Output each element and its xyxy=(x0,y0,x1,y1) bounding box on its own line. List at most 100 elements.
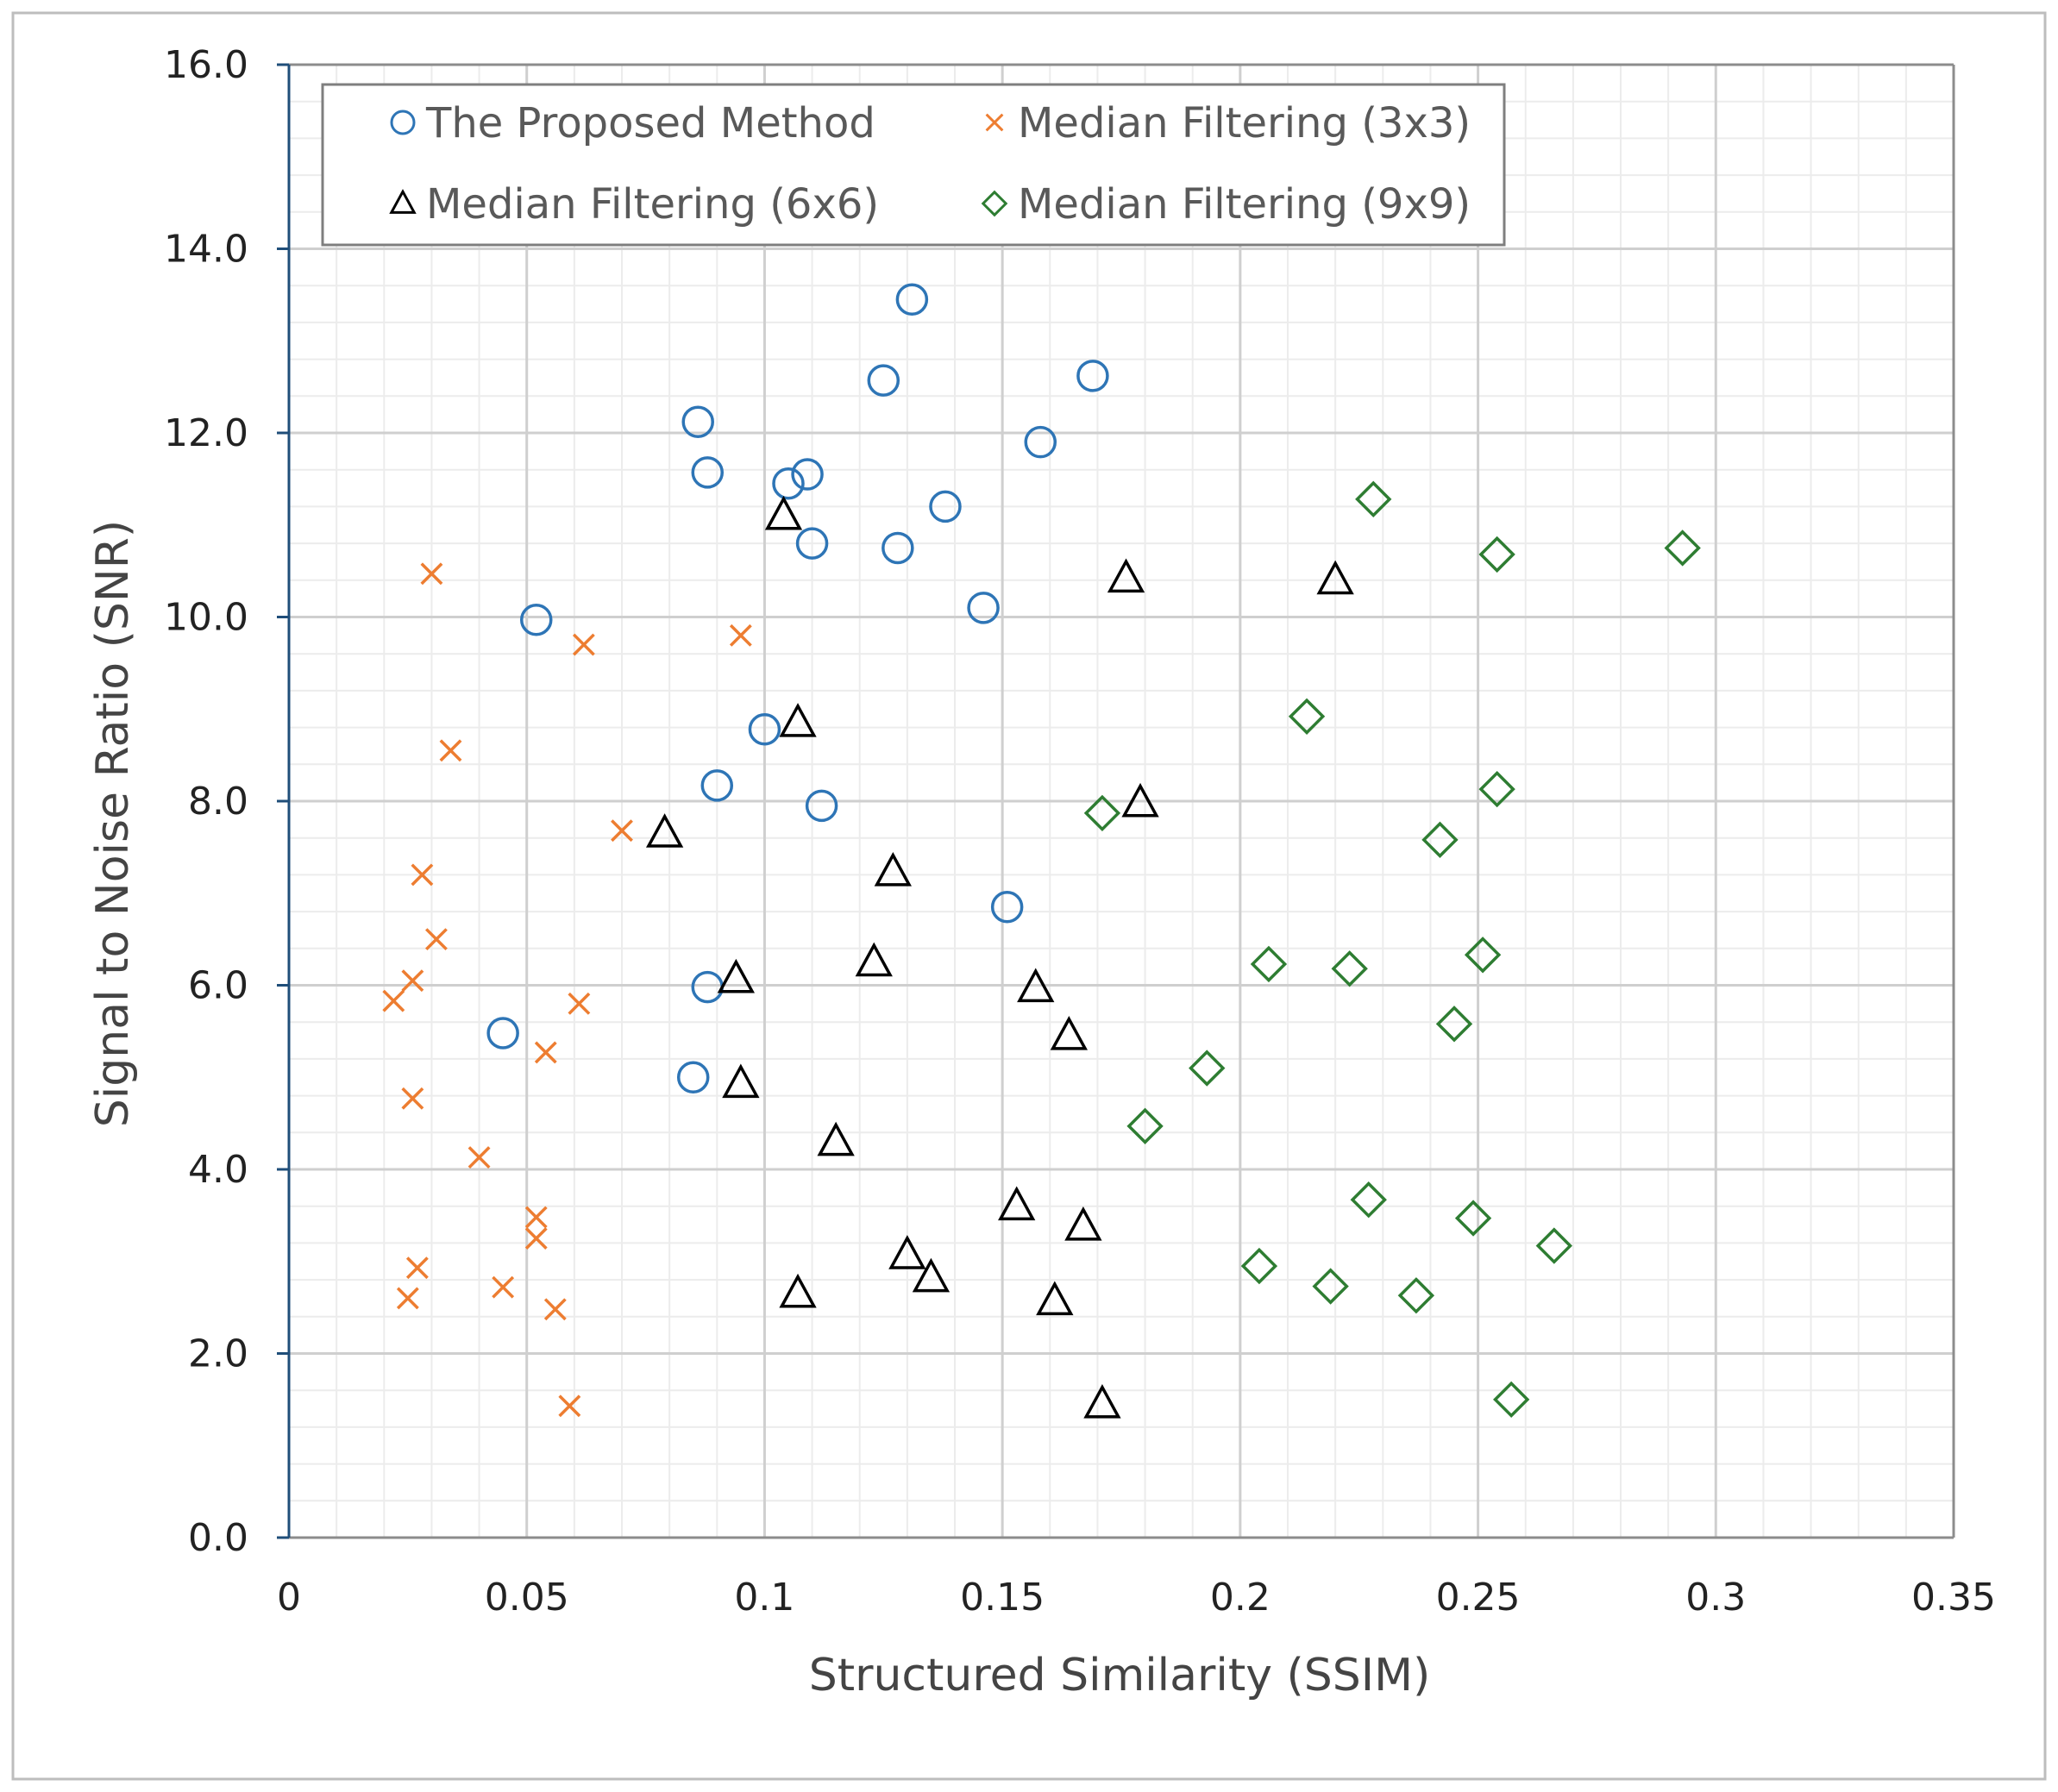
chart-border xyxy=(11,11,2047,1781)
x-axis-tick-labels: 0 0.05 0.1 0.15 0.2 0.25 0.3 0.35 xyxy=(277,1576,1996,1620)
data-point-x xyxy=(492,1275,515,1299)
data-point-triangle xyxy=(764,495,803,530)
data-point-triangle xyxy=(722,1063,760,1099)
legend-marker-diamond xyxy=(981,190,1008,217)
data-point-diamond xyxy=(1421,821,1459,859)
data-point-circle xyxy=(691,456,725,489)
data-point-diamond xyxy=(1126,1107,1164,1145)
data-point-triangle xyxy=(1064,1206,1102,1241)
x-tick-label: 0.3 xyxy=(1685,1576,1746,1620)
data-point-circle xyxy=(772,467,805,500)
data-point-x xyxy=(396,1287,419,1310)
series-median-filtering-9x9 xyxy=(1083,480,1701,1419)
data-point-diamond xyxy=(1350,1181,1387,1219)
data-point-circle xyxy=(519,603,553,636)
x-tick-label: 0.35 xyxy=(1911,1576,1996,1620)
x-tick-label: 0.1 xyxy=(734,1576,794,1620)
data-point-triangle xyxy=(717,958,755,993)
data-point-x xyxy=(401,969,424,993)
data-point-circle xyxy=(676,1061,710,1093)
data-point-triangle xyxy=(645,813,684,848)
data-point-triangle xyxy=(1083,1384,1121,1419)
data-point-x xyxy=(382,989,405,1012)
y-tick-label: 6.0 xyxy=(188,964,248,1008)
data-point-triangle xyxy=(1316,560,1354,595)
data-point-diamond xyxy=(1492,1381,1530,1419)
data-point-triangle xyxy=(817,1121,855,1156)
legend-label: Median Filtering (9x9) xyxy=(1018,180,1471,229)
legend-marker-circle xyxy=(390,110,416,135)
data-point-triangle xyxy=(874,851,912,887)
x-stroke xyxy=(420,562,443,586)
x-stroke xyxy=(524,1227,548,1250)
axes xyxy=(277,63,1955,1539)
data-point-circle xyxy=(748,712,781,746)
legend-marker-triangle xyxy=(389,189,417,214)
x-stroke xyxy=(401,1087,424,1110)
x-stroke xyxy=(396,1287,419,1310)
x-stroke xyxy=(411,863,434,887)
data-point-circle xyxy=(867,364,900,397)
data-point-x xyxy=(439,739,462,762)
series-median-filtering-6x6 xyxy=(645,495,1354,1419)
legend-label: Median Filtering (3x3) xyxy=(1018,99,1471,147)
legend-box xyxy=(321,83,1506,247)
data-point-circle xyxy=(967,592,1000,624)
series-the-proposed-method xyxy=(486,283,1109,1093)
data-point-diamond xyxy=(1240,1247,1278,1285)
data-point-triangle xyxy=(888,1235,926,1269)
x-stroke xyxy=(568,992,591,1015)
data-point-diamond xyxy=(1664,529,1701,567)
data-point-diamond xyxy=(1083,794,1121,832)
y-tick-label: 12.0 xyxy=(164,411,248,455)
data-point-diamond xyxy=(1478,770,1515,808)
x-stroke xyxy=(382,989,405,1012)
y-axis-tick-labels: 0.0 2.0 4.0 6.0 8.0 10.0 12.0 14.0 16.0 xyxy=(164,43,248,1560)
data-point-circle xyxy=(990,891,1024,924)
y-tick-label: 0.0 xyxy=(188,1516,248,1560)
data-point-triangle xyxy=(998,1186,1036,1221)
data-point-circle xyxy=(1076,360,1109,392)
data-point-circle xyxy=(681,405,714,438)
legend-label: The Proposed Method xyxy=(425,99,875,147)
x-stroke xyxy=(401,969,424,993)
data-point-x xyxy=(543,1298,567,1321)
data-point-triangle xyxy=(1036,1281,1074,1316)
data-point-triangle xyxy=(1121,782,1159,818)
data-point-triangle xyxy=(1050,1016,1088,1050)
x-stroke xyxy=(405,1256,429,1280)
y-tick-label: 8.0 xyxy=(188,780,248,824)
x-stroke xyxy=(439,739,462,762)
legend-marker-x xyxy=(985,113,1004,132)
data-point-x xyxy=(425,928,448,951)
data-point-diamond xyxy=(1397,1277,1435,1314)
x-stroke xyxy=(729,623,752,647)
x-stroke xyxy=(543,1298,567,1321)
series-median-filtering-3x3 xyxy=(382,562,752,1418)
data-point-diamond xyxy=(1189,1050,1226,1087)
legend: The Proposed Method Median Filtering (3x3… xyxy=(321,83,1506,247)
data-point-x xyxy=(568,992,591,1015)
x-axis-title: Structured Similarity (SSIM) xyxy=(809,1650,1431,1701)
x-stroke xyxy=(492,1275,515,1299)
x-stroke xyxy=(558,1394,581,1418)
data-point-x xyxy=(405,1256,429,1280)
legend-label: Median Filtering (6x6) xyxy=(426,180,879,229)
data-point-diamond xyxy=(1288,698,1326,735)
y-tick-label: 16.0 xyxy=(164,43,248,87)
data-point-x xyxy=(524,1206,548,1229)
data-point-x xyxy=(401,1087,424,1110)
y-axis-title: Signal to Noise Ratio (SNR) xyxy=(87,520,139,1127)
x-tick-label: 0.05 xyxy=(485,1576,569,1620)
data-point-x xyxy=(611,819,633,843)
data-points xyxy=(382,283,1701,1419)
x-stroke xyxy=(425,928,448,951)
data-point-x xyxy=(467,1146,491,1169)
data-point-circle xyxy=(486,1017,519,1050)
data-point-diamond xyxy=(1464,937,1502,974)
data-point-triangle xyxy=(1107,558,1145,593)
x-stroke xyxy=(467,1146,491,1169)
data-point-x xyxy=(411,863,434,887)
y-tick-label: 2.0 xyxy=(188,1332,248,1376)
